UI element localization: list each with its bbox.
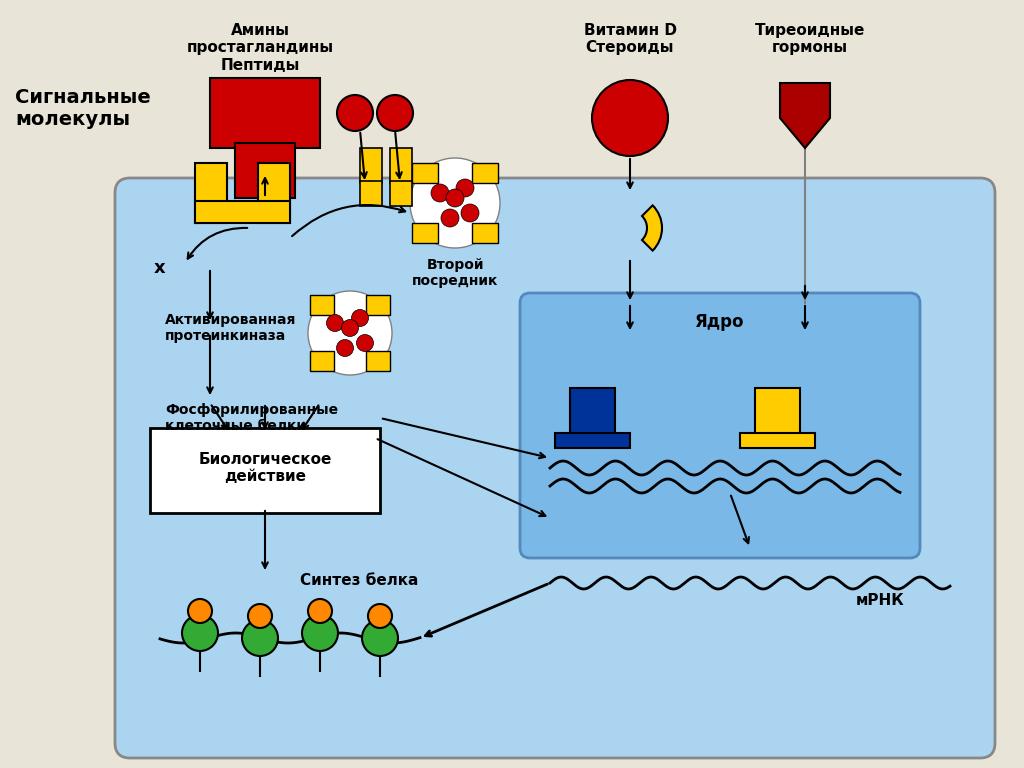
Text: х: х bbox=[155, 259, 166, 277]
Circle shape bbox=[410, 158, 500, 248]
FancyBboxPatch shape bbox=[366, 296, 389, 316]
Circle shape bbox=[182, 615, 218, 651]
FancyBboxPatch shape bbox=[472, 223, 498, 243]
Text: Сигнальные
молекулы: Сигнальные молекулы bbox=[15, 88, 151, 129]
FancyBboxPatch shape bbox=[234, 143, 295, 198]
Polygon shape bbox=[780, 83, 830, 148]
FancyBboxPatch shape bbox=[210, 78, 319, 148]
FancyBboxPatch shape bbox=[570, 388, 615, 438]
Circle shape bbox=[441, 209, 459, 227]
Text: Синтез белка: Синтез белка bbox=[300, 573, 419, 588]
Circle shape bbox=[248, 604, 272, 628]
Circle shape bbox=[592, 80, 668, 156]
Text: Фосфорилированные
клеточные белки: Фосфорилированные клеточные белки bbox=[165, 403, 338, 433]
Circle shape bbox=[446, 189, 464, 207]
Circle shape bbox=[368, 604, 392, 628]
Text: Биологическое
действие: Биологическое действие bbox=[199, 452, 332, 484]
FancyBboxPatch shape bbox=[413, 223, 438, 243]
Text: Амины
простагландины
Пептиды: Амины простагландины Пептиды bbox=[186, 23, 334, 73]
Circle shape bbox=[351, 310, 369, 326]
Circle shape bbox=[302, 615, 338, 651]
Circle shape bbox=[377, 95, 413, 131]
Circle shape bbox=[337, 339, 353, 356]
Circle shape bbox=[461, 204, 479, 222]
Circle shape bbox=[362, 620, 398, 656]
Text: Тиреоидные
гормоны: Тиреоидные гормоны bbox=[755, 23, 865, 55]
FancyBboxPatch shape bbox=[390, 181, 412, 206]
FancyBboxPatch shape bbox=[258, 163, 290, 223]
Text: мРНК: мРНК bbox=[856, 593, 904, 608]
Circle shape bbox=[242, 620, 278, 656]
FancyBboxPatch shape bbox=[360, 181, 382, 206]
FancyBboxPatch shape bbox=[390, 148, 412, 183]
Circle shape bbox=[341, 319, 358, 336]
FancyBboxPatch shape bbox=[310, 350, 335, 371]
Text: Активированная
протеинкиназа: Активированная протеинкиназа bbox=[165, 313, 296, 343]
FancyBboxPatch shape bbox=[195, 163, 227, 223]
Wedge shape bbox=[642, 205, 662, 250]
FancyBboxPatch shape bbox=[150, 428, 380, 513]
Circle shape bbox=[308, 291, 392, 375]
FancyBboxPatch shape bbox=[555, 433, 630, 448]
Circle shape bbox=[431, 184, 449, 202]
FancyBboxPatch shape bbox=[195, 201, 290, 223]
Text: Ядро: Ядро bbox=[695, 313, 744, 331]
FancyBboxPatch shape bbox=[115, 178, 995, 758]
FancyBboxPatch shape bbox=[755, 388, 800, 438]
Circle shape bbox=[308, 599, 332, 623]
FancyBboxPatch shape bbox=[360, 148, 382, 183]
Circle shape bbox=[456, 179, 474, 197]
FancyBboxPatch shape bbox=[740, 433, 815, 448]
Circle shape bbox=[327, 315, 343, 332]
Circle shape bbox=[337, 95, 373, 131]
Circle shape bbox=[188, 599, 212, 623]
FancyBboxPatch shape bbox=[413, 164, 438, 184]
Text: Второй
посредник: Второй посредник bbox=[412, 258, 499, 288]
FancyBboxPatch shape bbox=[310, 296, 335, 316]
Circle shape bbox=[356, 335, 374, 352]
FancyBboxPatch shape bbox=[472, 164, 498, 184]
FancyBboxPatch shape bbox=[520, 293, 920, 558]
FancyBboxPatch shape bbox=[366, 350, 389, 371]
Text: Витамин D
Стероиды: Витамин D Стероиды bbox=[584, 23, 677, 55]
